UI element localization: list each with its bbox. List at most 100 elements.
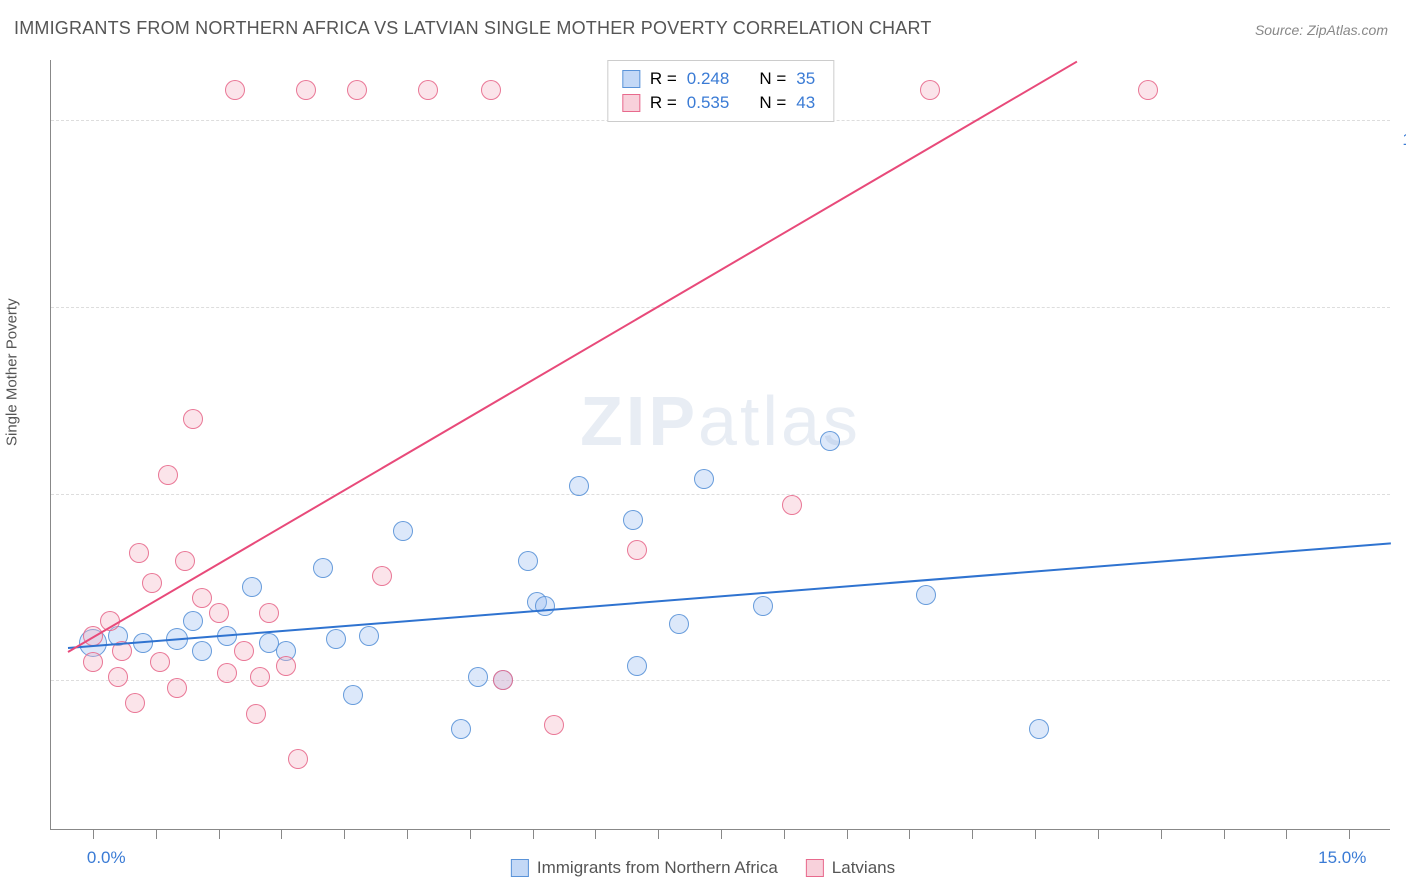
x-tick: [1349, 829, 1350, 839]
scatter-point: [225, 80, 245, 100]
x-tick: [595, 829, 596, 839]
scatter-point: [326, 629, 346, 649]
scatter-point: [246, 704, 266, 724]
x-tick: [784, 829, 785, 839]
legend-item-b: Latvians: [806, 858, 895, 878]
scatter-point: [372, 566, 392, 586]
scatter-point: [167, 678, 187, 698]
correlation-legend: R = 0.248 N = 35 R = 0.535 N = 43: [607, 60, 834, 122]
x-tick-label: 15.0%: [1318, 848, 1366, 868]
scatter-point: [125, 693, 145, 713]
scatter-point: [393, 521, 413, 541]
r-label: R =: [650, 69, 677, 89]
scatter-point: [481, 80, 501, 100]
scatter-point: [782, 495, 802, 515]
legend-label-a: Immigrants from Northern Africa: [537, 858, 778, 878]
watermark: ZIPatlas: [580, 381, 861, 461]
scatter-point: [627, 656, 647, 676]
scatter-point: [108, 667, 128, 687]
correlation-chart: IMMIGRANTS FROM NORTHERN AFRICA VS LATVI…: [0, 0, 1406, 892]
y-tick-label: 25.0%: [1400, 690, 1406, 710]
x-tick: [1035, 829, 1036, 839]
scatter-point: [569, 476, 589, 496]
scatter-point: [451, 719, 471, 739]
swatch-series-b: [622, 94, 640, 112]
gridline-h: [51, 307, 1390, 308]
legend-label-b: Latvians: [832, 858, 895, 878]
x-tick: [1161, 829, 1162, 839]
scatter-point: [468, 667, 488, 687]
regression-line: [67, 60, 1077, 652]
legend-row-series-a: R = 0.248 N = 35: [622, 67, 815, 91]
scatter-point: [150, 652, 170, 672]
regression-line: [68, 542, 1391, 649]
scatter-point: [627, 540, 647, 560]
n-value-a: 35: [796, 69, 815, 89]
scatter-point: [288, 749, 308, 769]
scatter-point: [192, 588, 212, 608]
swatch-series-b: [806, 859, 824, 877]
y-tick-label: 50.0%: [1400, 504, 1406, 524]
scatter-point: [1138, 80, 1158, 100]
scatter-point: [209, 603, 229, 623]
scatter-point: [183, 611, 203, 631]
x-tick: [156, 829, 157, 839]
scatter-point: [83, 652, 103, 672]
x-tick-label: 0.0%: [87, 848, 126, 868]
swatch-series-a: [511, 859, 529, 877]
x-tick: [470, 829, 471, 839]
x-tick: [1286, 829, 1287, 839]
watermark-bold: ZIP: [580, 382, 698, 460]
scatter-point: [623, 510, 643, 530]
x-tick: [1224, 829, 1225, 839]
gridline-h: [51, 494, 1390, 495]
scatter-point: [669, 614, 689, 634]
legend-item-a: Immigrants from Northern Africa: [511, 858, 778, 878]
x-tick: [721, 829, 722, 839]
scatter-point: [259, 603, 279, 623]
scatter-point: [276, 656, 296, 676]
x-tick: [658, 829, 659, 839]
scatter-point: [820, 431, 840, 451]
plot-area: ZIPatlas R = 0.248 N = 35 R = 0.535 N = …: [50, 60, 1390, 830]
scatter-point: [518, 551, 538, 571]
scatter-point: [493, 670, 513, 690]
scatter-point: [250, 667, 270, 687]
r-value-b: 0.535: [687, 93, 730, 113]
r-label: R =: [650, 93, 677, 113]
y-tick-label: 100.0%: [1400, 130, 1406, 150]
scatter-point: [916, 585, 936, 605]
series-legend: Immigrants from Northern Africa Latvians: [511, 858, 895, 878]
scatter-point: [296, 80, 316, 100]
scatter-point: [234, 641, 254, 661]
x-tick: [219, 829, 220, 839]
scatter-point: [242, 577, 262, 597]
scatter-point: [175, 551, 195, 571]
r-value-a: 0.248: [687, 69, 730, 89]
legend-row-series-b: R = 0.535 N = 43: [622, 91, 815, 115]
scatter-point: [158, 465, 178, 485]
scatter-point: [142, 573, 162, 593]
n-label: N =: [759, 93, 786, 113]
scatter-point: [129, 543, 149, 563]
scatter-point: [313, 558, 333, 578]
scatter-point: [544, 715, 564, 735]
x-tick: [533, 829, 534, 839]
scatter-point: [343, 685, 363, 705]
scatter-point: [1029, 719, 1049, 739]
x-tick: [847, 829, 848, 839]
scatter-point: [920, 80, 940, 100]
y-axis-label: Single Mother Poverty: [4, 298, 21, 446]
x-tick: [909, 829, 910, 839]
x-tick: [972, 829, 973, 839]
x-tick: [281, 829, 282, 839]
y-tick-label: 75.0%: [1400, 317, 1406, 337]
x-tick: [93, 829, 94, 839]
scatter-point: [217, 663, 237, 683]
x-tick: [1098, 829, 1099, 839]
scatter-point: [359, 626, 379, 646]
x-tick: [344, 829, 345, 839]
scatter-point: [192, 641, 212, 661]
scatter-point: [753, 596, 773, 616]
source-attribution: Source: ZipAtlas.com: [1255, 22, 1388, 38]
